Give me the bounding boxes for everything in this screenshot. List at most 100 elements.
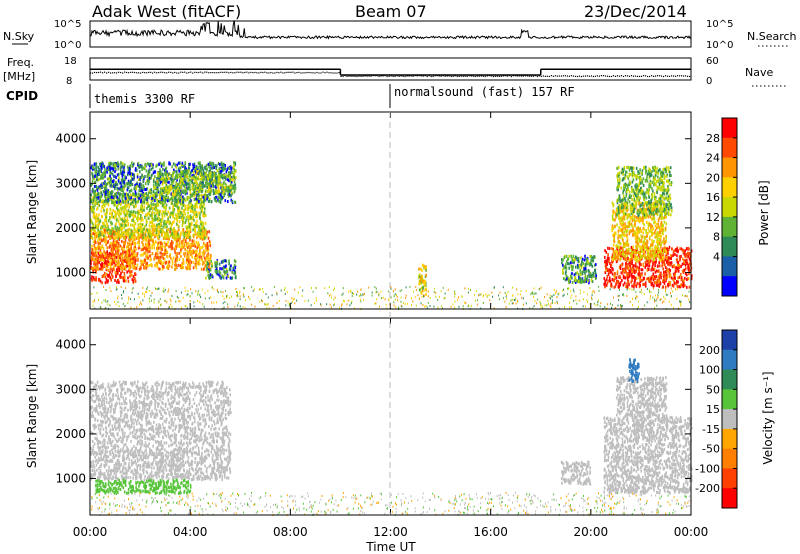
echo-cell (180, 179, 182, 182)
echo-cell (202, 226, 204, 230)
echo-cell (188, 222, 190, 226)
echo-cell (209, 275, 212, 279)
echo-cell (150, 188, 153, 192)
echo-cell (95, 215, 97, 219)
echo-cell (94, 230, 97, 234)
echo-cell (585, 269, 587, 273)
nave-point (368, 75, 370, 77)
echo-cell (209, 174, 211, 178)
echo-cell (174, 261, 177, 265)
echo-cell (195, 179, 197, 183)
echo-cell (163, 241, 166, 245)
echo-cell (198, 252, 200, 256)
echo-cell (162, 221, 165, 225)
nave-point (570, 75, 572, 77)
echo-cell (198, 186, 201, 190)
echo-cell (572, 254, 575, 258)
echo-cell (106, 212, 108, 216)
echo-cell (578, 276, 581, 280)
echo-cell (619, 264, 622, 268)
echo-cell (175, 200, 178, 204)
echo-cell (163, 161, 165, 165)
nave-point (364, 75, 366, 77)
echo-cell (224, 167, 226, 171)
echo-cell (186, 207, 189, 211)
echo-cell (177, 200, 180, 204)
echo-cell (577, 260, 580, 263)
echo-cell (201, 185, 204, 189)
echo-cell (129, 223, 132, 227)
echo-cell (620, 246, 623, 250)
echo-cell (234, 270, 237, 274)
echo-cell (208, 268, 210, 272)
echo-cell (204, 193, 206, 197)
nave-point (546, 75, 548, 77)
echo-cell (230, 198, 233, 202)
echo-cell (130, 180, 132, 184)
echo-cell (201, 172, 203, 176)
echo-cell (100, 183, 102, 187)
nave-point (508, 75, 510, 77)
echo-cell (155, 197, 157, 201)
nave-point (260, 71, 262, 74)
nave-point (466, 75, 468, 78)
echo-cell (180, 172, 183, 176)
echo-cell (226, 168, 228, 172)
echo-cell (135, 183, 138, 187)
nave-point (386, 75, 388, 78)
echo-cell (107, 254, 109, 258)
echo-cell (157, 232, 160, 236)
echo-cell (172, 241, 174, 245)
nave-point (300, 72, 302, 74)
nave-point (370, 75, 372, 77)
echo-cell (92, 191, 95, 195)
echo-cell (172, 213, 175, 217)
echo-cell (171, 184, 173, 188)
echo-cell (126, 188, 129, 192)
nave-point (458, 75, 460, 78)
echo-cell (144, 163, 146, 167)
echo-cell (178, 220, 181, 224)
echo-cell (153, 223, 155, 227)
echo-cell (183, 164, 185, 168)
echo-cell (94, 233, 97, 237)
echo-cell (627, 281, 630, 285)
echo-cell (590, 274, 592, 278)
echo-cell (130, 255, 133, 259)
nave-point (562, 75, 564, 77)
echo-cell (94, 199, 96, 203)
echo-cell (122, 192, 125, 196)
echo-cell (102, 274, 104, 278)
echo-cell (652, 261, 654, 265)
nave-point (504, 75, 506, 77)
echo-cell (103, 190, 106, 194)
echo-cell (587, 260, 589, 264)
echo-cell (168, 235, 170, 239)
echo-cell (574, 275, 576, 279)
echo-cell (113, 232, 115, 236)
echo-cell (418, 267, 420, 271)
echo-cell (118, 215, 121, 219)
echo-cell (569, 277, 571, 281)
echo-cell (112, 201, 115, 204)
echo-cell (101, 166, 103, 170)
echo-cell (148, 229, 151, 233)
echo-cell (200, 255, 202, 259)
echo-cell (184, 167, 186, 171)
echo-cell (421, 289, 424, 293)
nave-point (494, 75, 496, 77)
echo-cell (563, 266, 565, 270)
echo-cell (92, 210, 95, 214)
echo-cell (576, 279, 579, 283)
echo-cell (233, 272, 235, 276)
nave-point (266, 72, 268, 74)
echo-cell (116, 280, 118, 284)
echo-cell (171, 242, 173, 246)
echo-cell (199, 248, 201, 252)
echo-cell (102, 176, 105, 180)
echo-cell (163, 214, 166, 218)
echo-cell (124, 207, 127, 211)
echo-cell (143, 167, 146, 171)
echo-cell (615, 260, 618, 264)
echo-cell (134, 191, 137, 195)
